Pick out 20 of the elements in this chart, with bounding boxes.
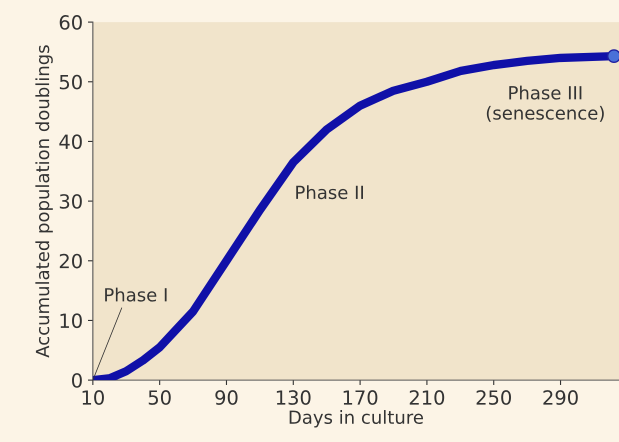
y-tick-label: 60: [60, 15, 82, 30]
x-tick-label: 50: [148, 390, 171, 405]
x-tick-label: 90: [215, 390, 238, 405]
y-tick-label: 0: [72, 373, 82, 388]
x-tick-label: 290: [543, 390, 578, 405]
x-tick-label: 10: [82, 390, 104, 405]
annotation: Phase I: [105, 288, 167, 302]
x-tick-label: 130: [276, 390, 311, 405]
annotation: Phase III (senescence): [486, 86, 604, 122]
x-tick-label: 210: [410, 390, 444, 405]
y-tick-label: 30: [60, 194, 82, 209]
y-tick-label: 50: [60, 74, 82, 90]
annotation: Phase II: [296, 185, 363, 200]
y-tick-label: 10: [60, 313, 82, 328]
y-tick-label: 20: [60, 254, 82, 268]
x-tick-label: 250: [476, 390, 511, 405]
y-axis-title: Accumulated population doublings: [35, 45, 53, 358]
x-axis-title: Days in culture: [290, 410, 423, 428]
y-tick-label: 40: [59, 134, 82, 150]
x-tick-label: 170: [344, 390, 378, 405]
